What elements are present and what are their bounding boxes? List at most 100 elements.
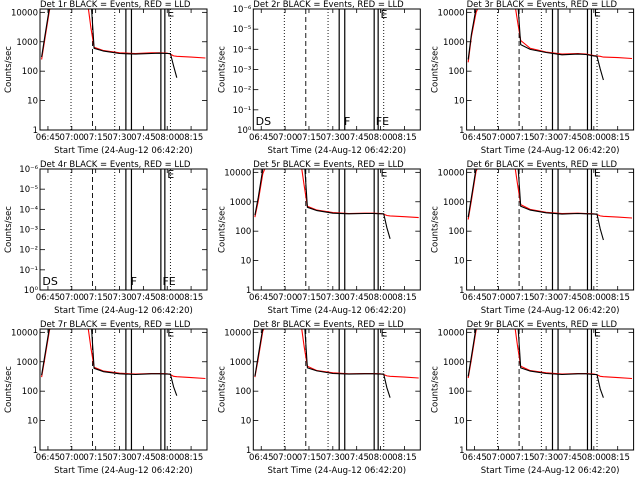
x-tick-label: 06:45	[36, 133, 61, 143]
annotation: DS	[256, 115, 271, 128]
y-tick-label: 1	[246, 446, 251, 456]
x-tick-label: 07:45	[131, 293, 156, 303]
y-tick-label: 1	[246, 286, 251, 296]
x-tick-label: 07:45	[131, 133, 156, 143]
x-tick-label: 06:45	[249, 133, 274, 143]
x-tick-label: 07:30	[534, 133, 559, 143]
x-tick-label: 08:15	[392, 293, 417, 303]
y-tick-label: 10	[454, 417, 465, 427]
panel-title: Det 2r BLACK = Events, RED = LLD	[253, 0, 404, 10]
x-tick-label: 07:15	[297, 453, 322, 463]
panel: Det 6r BLACK = Events, RED = LLD Start Ti…	[431, 160, 635, 316]
y-tick-label: 10⁻¹	[19, 266, 38, 276]
panel-title: Det 6r BLACK = Events, RED = LLD	[467, 160, 618, 170]
x-axis-label: Start Time (24-Aug-12 06:42:20)	[267, 146, 406, 156]
annotation: E	[381, 167, 388, 180]
y-tick-label: 10000	[11, 328, 38, 338]
series-line	[467, 9, 604, 81]
y-axis-label: Counts/sec	[4, 206, 14, 253]
y-tick-label: 100	[448, 227, 464, 237]
panel: Det 8r BLACK = Events, RED = LLD Start Ti…	[217, 320, 421, 476]
y-tick-label: 100	[448, 387, 464, 397]
x-tick-label: 08:00	[582, 293, 607, 303]
y-tick-label: 10⁻²	[233, 86, 252, 96]
x-tick-label: 07:30	[107, 133, 132, 143]
series-line	[41, 329, 178, 396]
y-tick-label: 10000	[438, 328, 465, 338]
x-tick-label: 06:45	[462, 453, 487, 463]
annotation: E	[167, 7, 174, 20]
panel: Det 2r BLACK = Events, RED = LLD Start Ti…	[217, 0, 421, 156]
y-tick-label: 10	[27, 417, 38, 427]
panel-title: Det 4r BLACK = Events, RED = LLD	[40, 160, 191, 170]
x-tick-label: 06:45	[36, 293, 61, 303]
y-tick-label: 10	[454, 257, 465, 267]
x-tick-label: 08:15	[179, 453, 204, 463]
x-tick-label: 07:00	[60, 453, 85, 463]
panel-title: Det 9r BLACK = Events, RED = LLD	[467, 320, 618, 330]
y-axis-label: Counts/sec	[217, 206, 227, 253]
x-tick-label: 06:45	[462, 293, 487, 303]
y-axis-label: Counts/sec	[217, 366, 227, 413]
x-tick-label: 07:00	[486, 133, 511, 143]
y-tick-label: 10⁻⁴	[233, 45, 252, 55]
annotation: F	[131, 275, 137, 288]
x-tick-label: 08:00	[155, 453, 180, 463]
x-tick-label: 07:15	[297, 293, 322, 303]
panel: Det 4r BLACK = Events, RED = LLD Start Ti…	[4, 160, 208, 316]
x-tick-label: 08:00	[582, 453, 607, 463]
x-tick-label: 08:15	[605, 293, 630, 303]
y-axis-label: Counts/sec	[431, 46, 441, 93]
y-tick-label: 10	[240, 257, 251, 267]
x-axis-label: Start Time (24-Aug-12 06:42:20)	[267, 466, 406, 476]
x-tick-label: 06:45	[462, 133, 487, 143]
y-tick-label: 100	[235, 387, 251, 397]
panel-title: Det 5r BLACK = Events, RED = LLD	[253, 160, 404, 170]
x-tick-label: 08:15	[605, 453, 630, 463]
y-tick-label: 10⁻⁴	[19, 205, 38, 215]
y-tick-label: 1	[459, 126, 464, 136]
y-tick-label: 100	[22, 387, 38, 397]
plot-frame	[252, 328, 421, 451]
y-tick-label: 10	[240, 417, 251, 427]
y-tick-label: 10⁻²	[19, 246, 38, 256]
x-tick-label: 07:15	[510, 133, 535, 143]
series-line	[41, 9, 178, 78]
y-tick-label: 10⁻⁵	[19, 185, 38, 195]
y-tick-label: 10000	[224, 328, 251, 338]
x-tick-label: 07:45	[558, 453, 583, 463]
x-tick-label: 07:15	[83, 293, 108, 303]
series-line	[41, 329, 206, 380]
y-tick-label: 1000	[443, 358, 465, 368]
x-axis-label: Start Time (24-Aug-12 06:42:20)	[54, 306, 193, 316]
x-tick-label: 06:45	[249, 453, 274, 463]
x-tick-label: 08:00	[155, 293, 180, 303]
series-line	[467, 169, 633, 220]
x-axis-label: Start Time (24-Aug-12 06:42:20)	[481, 466, 620, 476]
y-tick-label: 10000	[11, 8, 38, 18]
plot-frame	[39, 168, 208, 291]
y-tick-label: 10000	[438, 8, 465, 18]
x-tick-label: 08:15	[392, 133, 417, 143]
y-tick-label: 1000	[443, 198, 465, 208]
x-tick-label: 08:15	[179, 133, 204, 143]
annotation: FE	[162, 275, 175, 288]
series-line	[467, 329, 604, 398]
annotation: DS	[42, 275, 57, 288]
annotation: E	[381, 8, 388, 21]
series-line	[467, 9, 633, 63]
x-tick-label: 07:45	[131, 453, 156, 463]
y-axis-label: Counts/sec	[217, 46, 227, 93]
x-tick-label: 07:45	[558, 133, 583, 143]
panel: Det 7r BLACK = Events, RED = LLD Start Ti…	[4, 320, 208, 476]
y-tick-label: 10000	[438, 168, 465, 178]
y-tick-label: 10⁰	[237, 126, 252, 136]
annotation: F	[344, 115, 350, 128]
panel: Det 9r BLACK = Events, RED = LLD Start Ti…	[431, 320, 635, 476]
plot-frame	[466, 328, 635, 451]
x-axis-label: Start Time (24-Aug-12 06:42:20)	[481, 306, 620, 316]
y-tick-label: 1	[459, 446, 464, 456]
y-tick-label: 100	[22, 67, 38, 77]
x-tick-label: 08:00	[155, 133, 180, 143]
